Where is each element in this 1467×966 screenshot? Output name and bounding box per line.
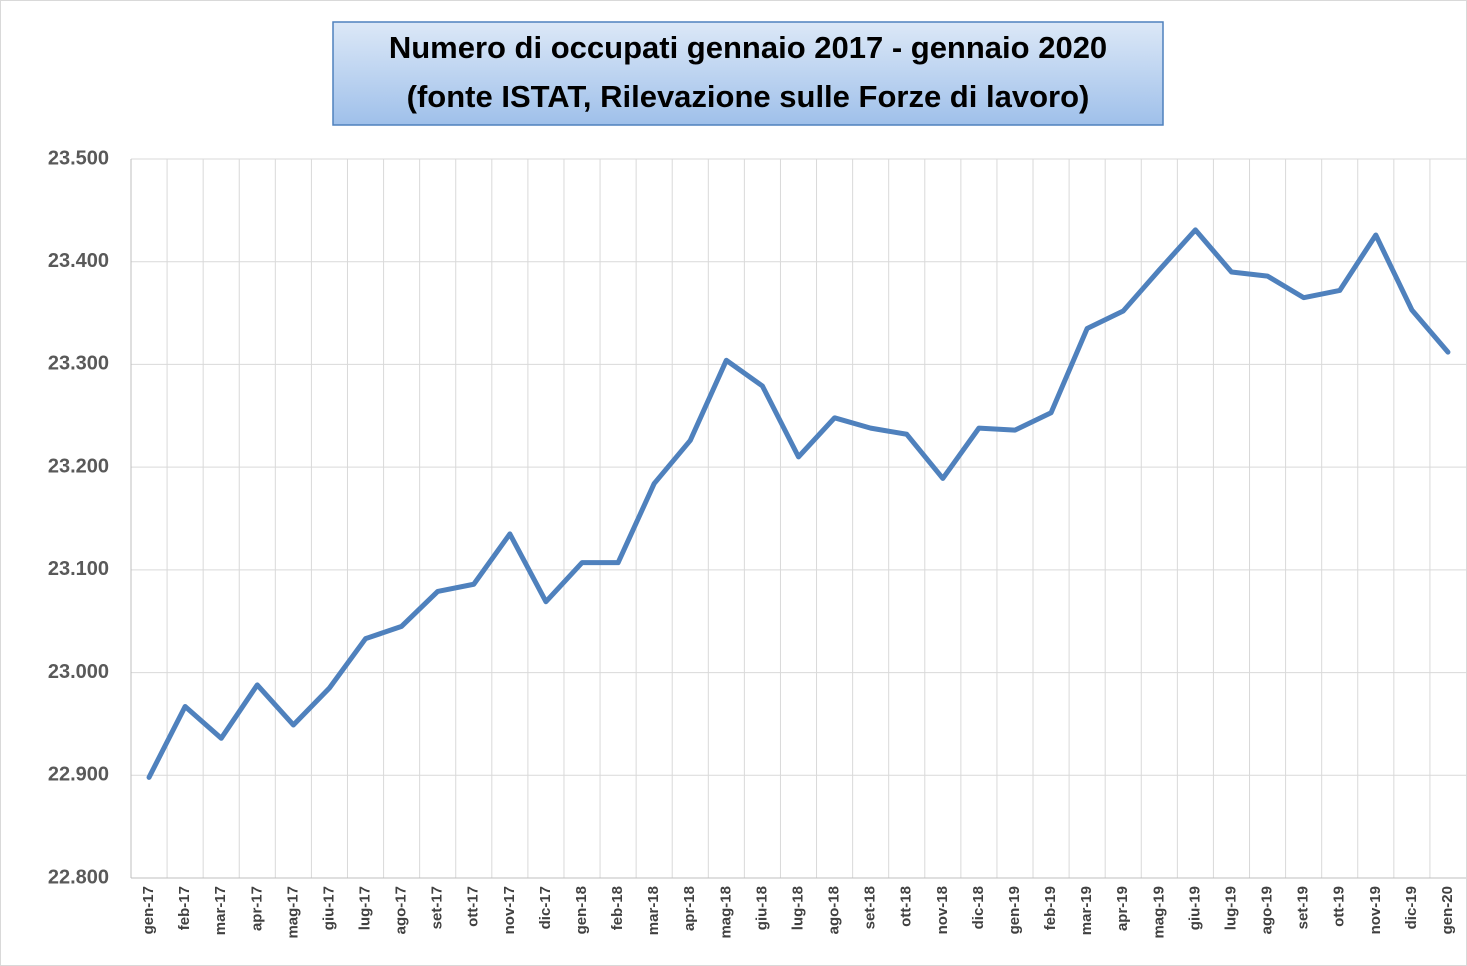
x-tick-label: dic-17: [537, 886, 554, 929]
x-tick-label: ott-18: [898, 886, 915, 927]
x-tick-label: lug-18: [789, 886, 806, 930]
x-tick-label: ott-19: [1331, 886, 1348, 927]
x-tick-label: gen-18: [573, 886, 590, 934]
y-tick-label: 23.400: [48, 250, 109, 272]
x-tick-label: mag-18: [717, 886, 734, 939]
x-tick-label: mar-18: [645, 886, 662, 935]
x-tick-label: gen-20: [1439, 886, 1456, 934]
x-tick-label: ago-17: [393, 886, 410, 934]
x-tick-label: feb-17: [176, 886, 193, 930]
x-tick-label: apr-19: [1114, 886, 1131, 931]
x-tick-label: lug-17: [356, 886, 373, 930]
y-tick-label: 23.000: [48, 661, 109, 683]
line: [146, 227, 1451, 780]
y-tick-label: 23.200: [48, 455, 109, 477]
x-tick-label: giu-18: [753, 886, 770, 930]
x-tick-label: dic-18: [970, 886, 987, 929]
x-tick-label: feb-19: [1042, 886, 1059, 930]
x-tick-label: mar-17: [212, 886, 229, 935]
x-tick-label: apr-17: [248, 886, 265, 931]
x-tick-label: giu-19: [1186, 886, 1203, 930]
x-tick-label: giu-17: [320, 886, 337, 930]
x-tick-label: set-18: [862, 886, 879, 929]
x-tick-label: set-17: [429, 886, 446, 929]
x-tick-label: nov-17: [501, 886, 518, 934]
y-tick-label: 22.800: [48, 866, 109, 888]
chart-title: Numero di occupati gennaio 2017 - gennai…: [389, 30, 1107, 65]
x-tick-label: mag-17: [284, 886, 301, 939]
x-tick-label: set-19: [1295, 886, 1312, 929]
x-tick-label: lug-19: [1222, 886, 1239, 930]
x-tick-label: dic-19: [1403, 886, 1420, 929]
y-tick-label: 23.100: [48, 558, 109, 580]
x-tick-label: ago-18: [826, 886, 843, 934]
x-tick-label: mar-19: [1078, 886, 1095, 935]
x-tick-label: gen-17: [140, 886, 157, 934]
x-tick-label: feb-18: [609, 886, 626, 930]
y-tick-label: 23.500: [48, 147, 109, 169]
title-box: [332, 21, 1164, 126]
x-tick-label: ago-19: [1259, 886, 1276, 934]
y-tick-label: 23.300: [48, 353, 109, 375]
y-tick-label: 22.900: [48, 764, 109, 786]
x-tick-label: nov-19: [1367, 886, 1384, 934]
x-tick-label: nov-18: [934, 886, 951, 934]
x-tick-label: gen-19: [1006, 886, 1023, 934]
x-tick-label: apr-18: [681, 886, 698, 931]
chart-subtitle: (fonte ISTAT, Rilevazione sulle Forze di…: [407, 79, 1090, 114]
x-tick-label: mag-19: [1150, 886, 1167, 939]
x-tick-label: ott-17: [465, 886, 482, 927]
